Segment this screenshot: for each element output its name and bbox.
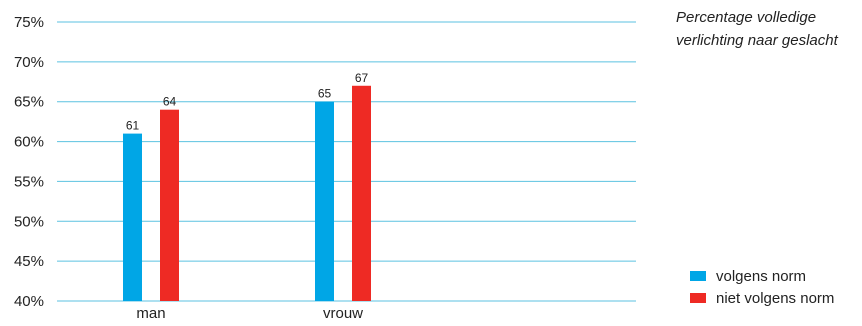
bars — [123, 85, 371, 302]
legend-item-niet-volgens-norm: niet volgens norm — [690, 287, 834, 309]
grid-layer — [57, 21, 636, 302]
bar-volgens-norm-vrouw — [315, 101, 334, 301]
data-label: 65 — [318, 87, 332, 101]
x-category-label: vrouw — [323, 305, 363, 322]
bar-niet-volgens-norm-vrouw — [352, 85, 371, 302]
y-tick-label: 50% — [14, 213, 44, 230]
x-category-label: man — [136, 305, 165, 322]
bar-niet-volgens-norm-man — [160, 109, 179, 301]
data-label: 67 — [355, 71, 369, 85]
legend-swatch-niet-volgens-norm — [690, 293, 706, 303]
y-axis-ticks: 40% 45% 50% 55% 60% 65% 70% 75% — [14, 14, 44, 310]
legend-swatch-volgens-norm — [690, 271, 706, 281]
legend-label-niet-volgens-norm: niet volgens norm — [716, 289, 835, 307]
y-tick-label: 40% — [14, 293, 44, 310]
chart-title: Percentage volledige verlichting naar ge… — [676, 9, 838, 49]
legend: volgens norm niet volgens norm — [690, 265, 834, 309]
data-label: 61 — [126, 119, 140, 133]
y-tick-label: 75% — [14, 14, 44, 31]
y-tick-label: 70% — [14, 54, 44, 71]
y-tick-label: 65% — [14, 94, 44, 111]
y-tick-label: 55% — [14, 173, 44, 190]
x-axis-categories: man vrouw — [136, 305, 363, 322]
data-label: 64 — [163, 95, 177, 109]
bar-volgens-norm-man — [123, 133, 142, 301]
legend-label-volgens-norm: volgens norm — [716, 267, 807, 285]
y-tick-label: 45% — [14, 253, 44, 270]
data-labels: 61 64 65 67 — [126, 71, 369, 133]
y-tick-label: 60% — [14, 134, 44, 151]
legend-item-volgens-norm: volgens norm — [690, 265, 834, 287]
